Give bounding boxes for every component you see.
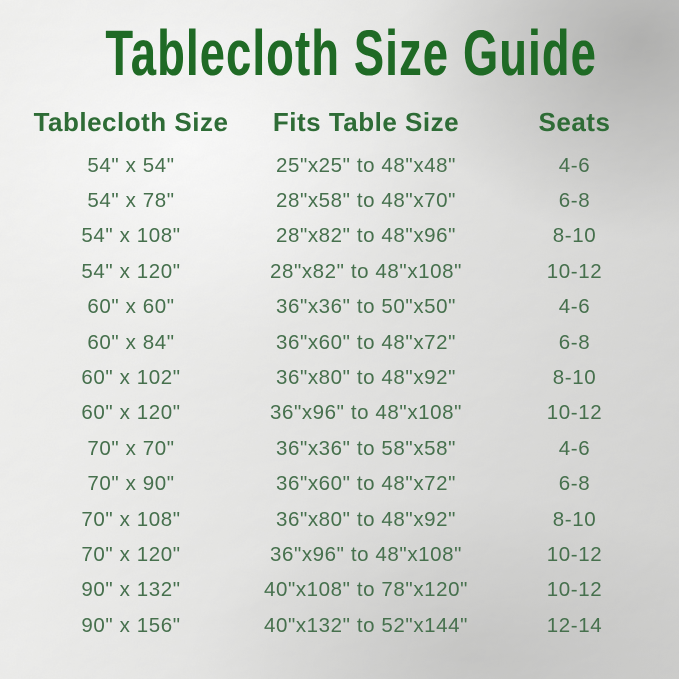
tablecloth-size-cell: 60" x 60" <box>87 295 175 319</box>
seats-cell: 4-6 <box>558 436 591 460</box>
column-header-tablecloth-size: Tablecloth Size <box>33 107 229 137</box>
table-row: 70" x 90" 36"x60" to 48"x72" 6-8 <box>0 467 679 502</box>
table-row: 60" x 102" 36"x80" to 48"x92" 8-10 <box>0 360 679 395</box>
table-row: 60" x 60" 36"x36" to 50"x50" 4-6 <box>0 290 679 325</box>
tablecloth-size-cell: 70" x 70" <box>87 436 175 460</box>
seats-cell: 6-8 <box>558 330 591 354</box>
tablecloth-size-cell: 90" x 132" <box>81 578 181 602</box>
table-row: 90" x 156" 40"x132" to 52"x144" 12-14 <box>0 608 679 643</box>
tablecloth-size-cell: 54" x 54" <box>87 153 175 177</box>
page-title: Tablecloth Size Guide <box>0 21 679 85</box>
tablecloth-size-cell: 90" x 156" <box>81 613 181 637</box>
seats-cell: 12-14 <box>546 613 603 637</box>
fits-table-size-cell: 40"x108" to 78"x120" <box>263 578 469 602</box>
fits-table-size-cell: 28"x82" to 48"x96" <box>275 224 457 248</box>
table-row: 54" x 120" 28"x82" to 48"x108" 10-12 <box>0 254 679 289</box>
fits-table-size-cell: 40"x132" to 52"x144" <box>263 613 469 637</box>
fits-table-size-cell: 36"x60" to 48"x72" <box>275 472 457 496</box>
tablecloth-size-cell: 54" x 120" <box>81 259 181 283</box>
fits-table-size-cell: 28"x58" to 48"x70" <box>275 189 457 213</box>
seats-cell: 8-10 <box>552 507 597 531</box>
tablecloth-size-cell: 60" x 84" <box>87 330 175 354</box>
seats-cell: 8-10 <box>552 366 597 390</box>
fits-table-size-cell: 36"x80" to 48"x92" <box>275 366 457 390</box>
seats-cell: 4-6 <box>558 153 591 177</box>
tablecloth-size-cell: 70" x 120" <box>81 542 181 566</box>
table-header-row: Tablecloth Size Fits Table Size Seats <box>0 105 679 140</box>
fits-table-size-cell: 36"x60" to 48"x72" <box>275 330 457 354</box>
table-row: 54" x 108" 28"x82" to 48"x96" 8-10 <box>0 219 679 254</box>
tablecloth-size-cell: 54" x 108" <box>81 224 181 248</box>
fits-table-size-cell: 25"x25" to 48"x48" <box>275 153 457 177</box>
size-table: 54" x 54" 25"x25" to 48"x48" 4-6 54" x 7… <box>0 148 679 643</box>
tablecloth-size-cell: 60" x 102" <box>81 366 181 390</box>
table-row: 70" x 70" 36"x36" to 58"x58" 4-6 <box>0 431 679 466</box>
table-row: 60" x 84" 36"x60" to 48"x72" 6-8 <box>0 325 679 360</box>
table-row: 70" x 108" 36"x80" to 48"x92" 8-10 <box>0 502 679 537</box>
seats-cell: 10-12 <box>546 578 603 602</box>
table-row: 54" x 54" 25"x25" to 48"x48" 4-6 <box>0 148 679 183</box>
fits-table-size-cell: 36"x36" to 50"x50" <box>275 295 457 319</box>
tablecloth-size-cell: 60" x 120" <box>81 401 181 425</box>
column-header-fits-table-size: Fits Table Size <box>272 107 460 137</box>
table-row: 60" x 120" 36"x96" to 48"x108" 10-12 <box>0 396 679 431</box>
fits-table-size-cell: 36"x80" to 48"x92" <box>275 507 457 531</box>
seats-cell: 10-12 <box>546 401 603 425</box>
seats-cell: 10-12 <box>546 259 603 283</box>
table-row: 90" x 132" 40"x108" to 78"x120" 10-12 <box>0 573 679 608</box>
table-row: 70" x 120" 36"x96" to 48"x108" 10-12 <box>0 537 679 572</box>
tablecloth-size-cell: 54" x 78" <box>87 189 175 213</box>
column-header-seats: Seats <box>538 107 611 137</box>
seats-cell: 6-8 <box>558 472 591 496</box>
fits-table-size-cell: 28"x82" to 48"x108" <box>269 259 463 283</box>
tablecloth-size-cell: 70" x 108" <box>81 507 181 531</box>
fits-table-size-cell: 36"x96" to 48"x108" <box>269 542 463 566</box>
fits-table-size-cell: 36"x36" to 58"x58" <box>275 436 457 460</box>
seats-cell: 6-8 <box>558 189 591 213</box>
tablecloth-size-cell: 70" x 90" <box>87 472 175 496</box>
page-title-text: Tablecloth Size Guide <box>105 17 597 89</box>
fits-table-size-cell: 36"x96" to 48"x108" <box>269 401 463 425</box>
seats-cell: 8-10 <box>552 224 597 248</box>
table-row: 54" x 78" 28"x58" to 48"x70" 6-8 <box>0 183 679 218</box>
seats-cell: 4-6 <box>558 295 591 319</box>
seats-cell: 10-12 <box>546 542 603 566</box>
